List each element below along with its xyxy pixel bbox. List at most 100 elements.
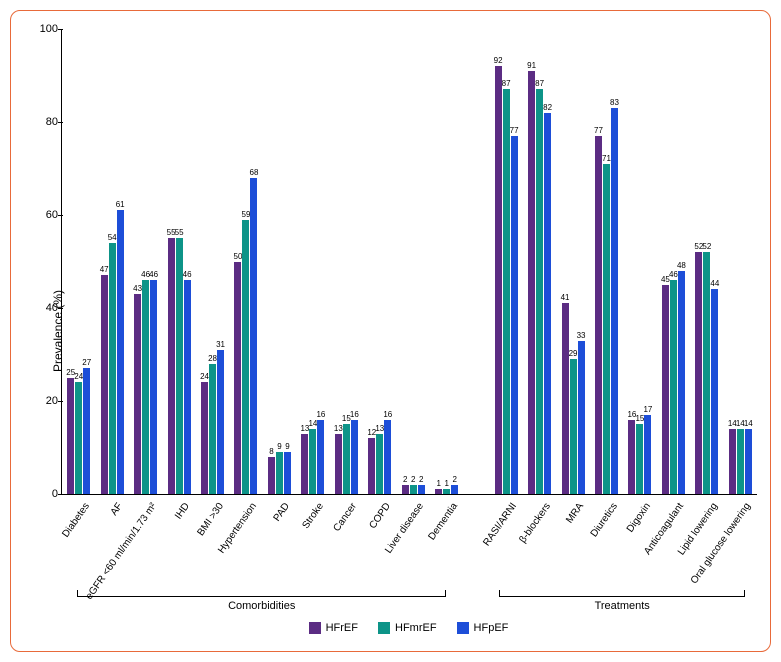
bar: 31 bbox=[217, 350, 224, 494]
bar: 46 bbox=[142, 280, 149, 494]
y-tick: 60 bbox=[28, 209, 58, 221]
x-label-slot: Hypertension bbox=[228, 495, 261, 590]
category: 454648 bbox=[657, 29, 690, 494]
panel-label: Comorbidities bbox=[61, 590, 462, 618]
bar: 17 bbox=[644, 415, 651, 494]
bar-value: 77 bbox=[510, 126, 519, 136]
bar-value: 1 bbox=[436, 479, 440, 489]
bar: 1 bbox=[435, 489, 442, 494]
bar: 28 bbox=[209, 364, 216, 494]
category: 131516 bbox=[330, 29, 363, 494]
bar: 45 bbox=[662, 285, 669, 494]
x-label: Diabetes bbox=[60, 501, 92, 540]
y-tick: 20 bbox=[28, 395, 58, 407]
bar-value: 15 bbox=[635, 414, 644, 424]
category: 141414 bbox=[724, 29, 757, 494]
bar: 91 bbox=[528, 71, 535, 494]
bar: 15 bbox=[343, 424, 350, 494]
bar: 13 bbox=[301, 434, 308, 494]
bar-value: 9 bbox=[277, 442, 281, 452]
bar-value: 8 bbox=[269, 447, 273, 457]
category: 475461 bbox=[95, 29, 128, 494]
bar-value: 14 bbox=[744, 419, 753, 429]
bar-value: 87 bbox=[535, 79, 544, 89]
bar-value: 46 bbox=[669, 270, 678, 280]
bar-value: 83 bbox=[610, 98, 619, 108]
bar: 13 bbox=[335, 434, 342, 494]
legend-label: HFmrEF bbox=[395, 622, 437, 634]
bar: 13 bbox=[376, 434, 383, 494]
x-label: Dementia bbox=[426, 501, 460, 542]
bar: 83 bbox=[611, 108, 618, 494]
bar-value: 27 bbox=[82, 358, 91, 368]
bar: 61 bbox=[117, 210, 124, 494]
legend: HFrEFHFmrEFHFpEF bbox=[61, 618, 756, 634]
bar-value: 82 bbox=[543, 103, 552, 113]
bar: 16 bbox=[384, 420, 391, 494]
x-label: β-blockers bbox=[517, 501, 553, 545]
y-tick: 100 bbox=[28, 23, 58, 35]
x-label: PAD bbox=[272, 501, 292, 524]
x-label-slot: Diuretics bbox=[589, 495, 622, 590]
bar: 14 bbox=[309, 429, 316, 494]
panel-labels: ComorbiditiesTreatments bbox=[61, 590, 756, 618]
bar: 48 bbox=[678, 271, 685, 494]
bar-value: 2 bbox=[411, 475, 415, 485]
bar: 46 bbox=[184, 280, 191, 494]
category: 928777 bbox=[489, 29, 522, 494]
x-label-slot: Stroke bbox=[295, 495, 328, 590]
bar: 9 bbox=[284, 452, 291, 494]
bar: 24 bbox=[201, 382, 208, 494]
bar-value: 16 bbox=[350, 410, 359, 420]
bar: 8 bbox=[268, 457, 275, 494]
bar: 16 bbox=[317, 420, 324, 494]
x-label: Diuretics bbox=[588, 501, 619, 539]
bar: 52 bbox=[695, 252, 702, 494]
category: 555546 bbox=[162, 29, 195, 494]
legend-item: HFmrEF bbox=[378, 622, 437, 634]
bar: 82 bbox=[544, 113, 551, 494]
bar-value: 61 bbox=[116, 200, 125, 210]
bar: 50 bbox=[234, 262, 241, 495]
x-label-slot: PAD bbox=[262, 495, 295, 590]
bar: 77 bbox=[511, 136, 518, 494]
x-label-slot: Cancer bbox=[329, 495, 362, 590]
bar: 46 bbox=[150, 280, 157, 494]
y-tick: 40 bbox=[28, 302, 58, 314]
category: 252427 bbox=[62, 29, 95, 494]
bar: 33 bbox=[578, 341, 585, 494]
category: 412933 bbox=[556, 29, 589, 494]
bar-value: 33 bbox=[577, 331, 586, 341]
bar: 14 bbox=[729, 429, 736, 494]
category: 161517 bbox=[623, 29, 656, 494]
bar-value: 48 bbox=[677, 261, 686, 271]
panel-bars: 2524274754614346465555462428315059688991… bbox=[62, 29, 463, 494]
bar: 87 bbox=[503, 89, 510, 494]
bar: 15 bbox=[636, 424, 643, 494]
x-label-slot: MRA bbox=[555, 495, 588, 590]
bar: 43 bbox=[134, 294, 141, 494]
x-label: Cancer bbox=[332, 501, 360, 534]
bar-value: 16 bbox=[383, 410, 392, 420]
bar: 1 bbox=[443, 489, 450, 494]
bar: 92 bbox=[495, 66, 502, 494]
chart-frame: Prevalence (%) 2524274754614346465555462… bbox=[10, 10, 771, 652]
bar: 27 bbox=[83, 368, 90, 494]
legend-label: HFrEF bbox=[326, 622, 358, 634]
x-label: BMI >30 bbox=[195, 501, 226, 538]
bar: 29 bbox=[570, 359, 577, 494]
x-label: Digoxin bbox=[625, 501, 653, 535]
category: 121316 bbox=[363, 29, 396, 494]
bar: 54 bbox=[109, 243, 116, 494]
category: 112 bbox=[430, 29, 463, 494]
bar-value: 16 bbox=[316, 410, 325, 420]
bar: 2 bbox=[402, 485, 409, 494]
bar: 55 bbox=[168, 238, 175, 494]
bar-value: 47 bbox=[100, 265, 109, 275]
bar-value: 29 bbox=[569, 349, 578, 359]
bar-value: 1 bbox=[444, 479, 448, 489]
category: 505968 bbox=[229, 29, 262, 494]
bar-value: 52 bbox=[702, 242, 711, 252]
x-label-slot: Diabetes bbox=[61, 495, 94, 590]
x-label-slot: Dementia bbox=[429, 495, 462, 590]
